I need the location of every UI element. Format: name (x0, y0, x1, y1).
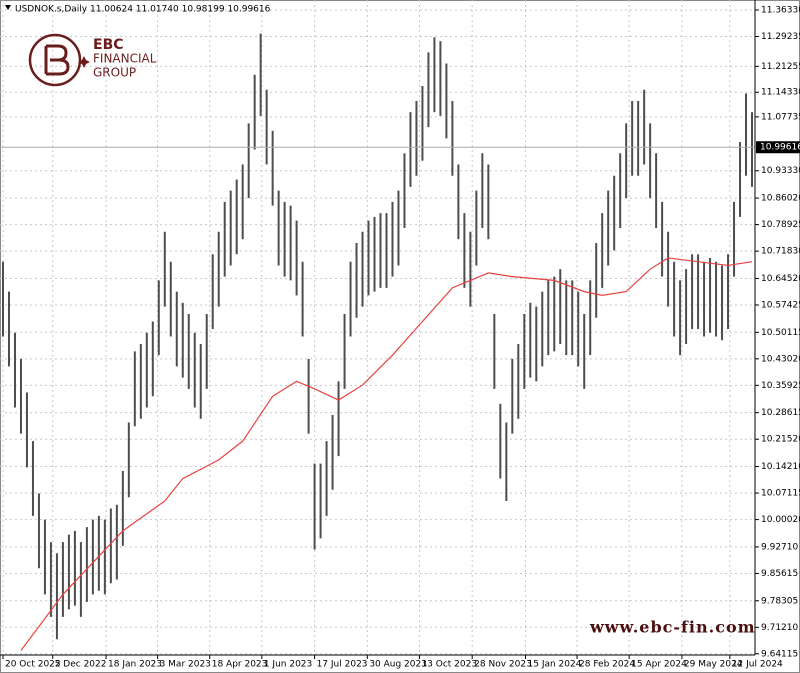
logo-line: FINANCIAL (93, 52, 157, 66)
y-tick-label: 11.36330 (761, 5, 800, 15)
y-tick-label: 10.28615 (761, 408, 800, 418)
x-tick-label: 28 Nov 2023 (474, 660, 532, 670)
y-tick-label: 10.21520 (761, 435, 800, 445)
x-tick-label: 3 Mar 2023 (160, 660, 211, 670)
y-tick-label: 9.85615 (761, 569, 798, 579)
y-tick-label: 10.50115 (761, 328, 800, 338)
y-tick-label: 11.21255 (761, 62, 800, 72)
logo-line: GROUP (93, 66, 136, 80)
y-tick-label: 11.14330 (761, 88, 800, 98)
x-tick-label: 12 Jul 2024 (732, 660, 783, 670)
logo-mark (44, 44, 70, 76)
y-tick-label: 9.64115 (761, 649, 798, 659)
y-tick-label: 9.78305 (761, 596, 798, 606)
y-tick-label: 10.35925 (761, 381, 800, 391)
x-tick-label: 18 Apr 2023 (212, 660, 268, 670)
y-tick-label: 10.78925 (761, 220, 800, 230)
logo: EBC FINANCIAL GROUP (28, 33, 157, 87)
x-tick-label: 29 May 2024 (684, 660, 743, 670)
y-tick-label: 10.00020 (761, 515, 800, 525)
x-tick-label: 15 Apr 2024 (631, 660, 687, 670)
grid (0, 0, 755, 655)
x-tick-label: 1 Jun 2023 (264, 660, 312, 670)
chart-title: USDNOK.s,Daily 11.00624 11.01740 10.9819… (15, 5, 271, 15)
y-tick-label: 10.14210 (761, 462, 800, 472)
y-tick-label: 10.93330 (761, 166, 800, 176)
y-tick-label: 9.71210 (761, 623, 798, 633)
x-tick-label: 15 Jan 2024 (528, 660, 582, 670)
price-bars (0, 33, 755, 651)
x-tick-label: 28 Feb 2024 (579, 660, 635, 670)
x-tick-label: 13 Oct 2023 (421, 660, 477, 670)
x-tick-label: 17 Jul 2023 (317, 660, 368, 670)
y-tick-label: 10.07115 (761, 489, 800, 499)
logo-star (78, 56, 90, 68)
moving-average (20, 257, 753, 651)
logo-name: EBC (93, 37, 124, 53)
y-tick-label: 11.29235 (761, 32, 800, 42)
y-tick-label: 10.71830 (761, 247, 800, 257)
y-tick-label: 10.64520 (761, 274, 800, 284)
x-tick-label: 18 Jan 2023 (108, 660, 162, 670)
last-price-label: 10.99616 (760, 143, 800, 153)
watermark: www.ebc-fin.com (589, 618, 756, 637)
symbol-arrow (5, 5, 11, 10)
x-tick-label: 30 Aug 2023 (369, 660, 427, 670)
y-tick-label: 10.57425 (761, 300, 800, 310)
x-tick-label: 5 Dec 2022 (55, 660, 107, 670)
logo-ring (28, 33, 82, 87)
last-price-box (756, 141, 800, 154)
x-tick-label: 20 Oct 2022 (5, 660, 61, 670)
y-tick-label: 11.07735 (761, 112, 800, 122)
y-tick-label: 10.86020 (761, 194, 800, 204)
y-tick-label: 9.92710 (761, 542, 798, 552)
y-tick-label: 10.43020 (761, 354, 800, 364)
